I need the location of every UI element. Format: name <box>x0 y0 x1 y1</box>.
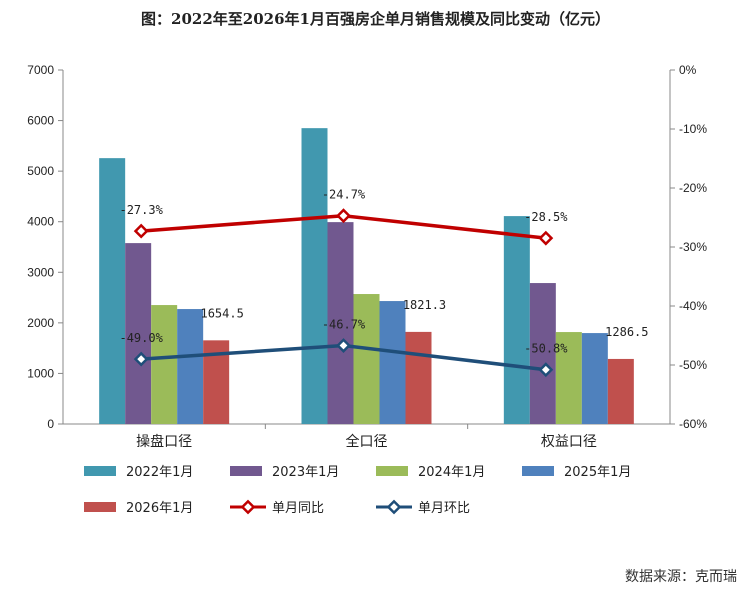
line-value-label: -24.7% <box>322 188 366 202</box>
bar-value-label: 1654.5 <box>200 306 243 320</box>
y-tick-label: 6000 <box>27 114 54 128</box>
legend-label: 2024年1月 <box>418 465 485 480</box>
data-source: 数据来源：克而瑞 <box>625 569 737 585</box>
y2-tick-label: -10% <box>679 122 707 136</box>
bar-2024年1月 <box>151 305 178 424</box>
line-marker <box>133 223 149 239</box>
y-tick-label: 5000 <box>27 164 54 178</box>
line-value-label: -27.3% <box>119 203 163 217</box>
y-tick-label: 4000 <box>27 215 54 229</box>
line-value-label: -50.8% <box>524 342 568 356</box>
y-tick-label: 3000 <box>27 265 54 279</box>
chart-title: 图：2022年至2026年1月百强房企单月销售规模及同比变动（亿元） <box>141 10 610 28</box>
y-tick-label: 7000 <box>27 63 54 77</box>
line-marker <box>538 362 554 378</box>
legend-marker <box>386 499 402 515</box>
bar-2026年1月 <box>405 331 432 424</box>
bar-2022年1月 <box>301 128 328 424</box>
line-marker <box>133 351 149 367</box>
bar-2026年1月 <box>607 358 634 424</box>
bar-2024年1月 <box>353 294 380 424</box>
y2-tick-label: -20% <box>679 181 707 195</box>
y2-tick-label: -30% <box>679 240 707 254</box>
legend-swatch <box>84 466 116 476</box>
y-tick-label: 2000 <box>27 316 54 330</box>
legend-label: 单月同比 <box>272 501 324 516</box>
y-tick-label: 1000 <box>27 366 54 380</box>
x-category-label: 权益口径 <box>541 434 597 450</box>
line-value-label: -46.7% <box>322 318 366 332</box>
legend-label: 2026年1月 <box>126 501 193 516</box>
bar-2022年1月 <box>99 158 126 424</box>
legend-swatch <box>230 466 262 476</box>
bar-2023年1月 <box>125 243 152 424</box>
bar-2025年1月 <box>177 309 204 424</box>
legend-swatch <box>84 502 116 512</box>
legend-label: 2023年1月 <box>272 465 339 480</box>
bar-2025年1月 <box>581 333 608 424</box>
legend-label: 2025年1月 <box>564 465 631 480</box>
y-tick-label: 0 <box>47 417 54 431</box>
y2-tick-label: 0% <box>679 63 697 77</box>
bar-2025年1月 <box>379 301 406 424</box>
bar-2023年1月 <box>327 222 354 424</box>
line-value-label: -28.5% <box>524 210 568 224</box>
line-value-label: -49.0% <box>119 331 163 345</box>
bar-value-label: 1286.5 <box>605 325 648 339</box>
y2-tick-label: -60% <box>679 417 707 431</box>
y2-tick-label: -40% <box>679 299 707 313</box>
legend-swatch <box>522 466 554 476</box>
x-category-label: 全口径 <box>346 433 388 450</box>
legend-marker <box>240 499 256 515</box>
line-marker <box>336 338 351 353</box>
legend-swatch <box>376 466 408 476</box>
legend-label: 单月环比 <box>418 501 470 516</box>
bar-2023年1月 <box>529 283 556 424</box>
bar-2022年1月 <box>503 216 530 424</box>
line-marker <box>538 230 554 246</box>
x-category-label: 操盘口径 <box>136 433 192 450</box>
bar-2024年1月 <box>555 332 582 424</box>
bar-value-label: 1821.3 <box>403 298 446 312</box>
y2-tick-label: -50% <box>679 358 707 372</box>
line-marker <box>336 208 351 224</box>
legend-label: 2022年1月 <box>126 465 193 480</box>
